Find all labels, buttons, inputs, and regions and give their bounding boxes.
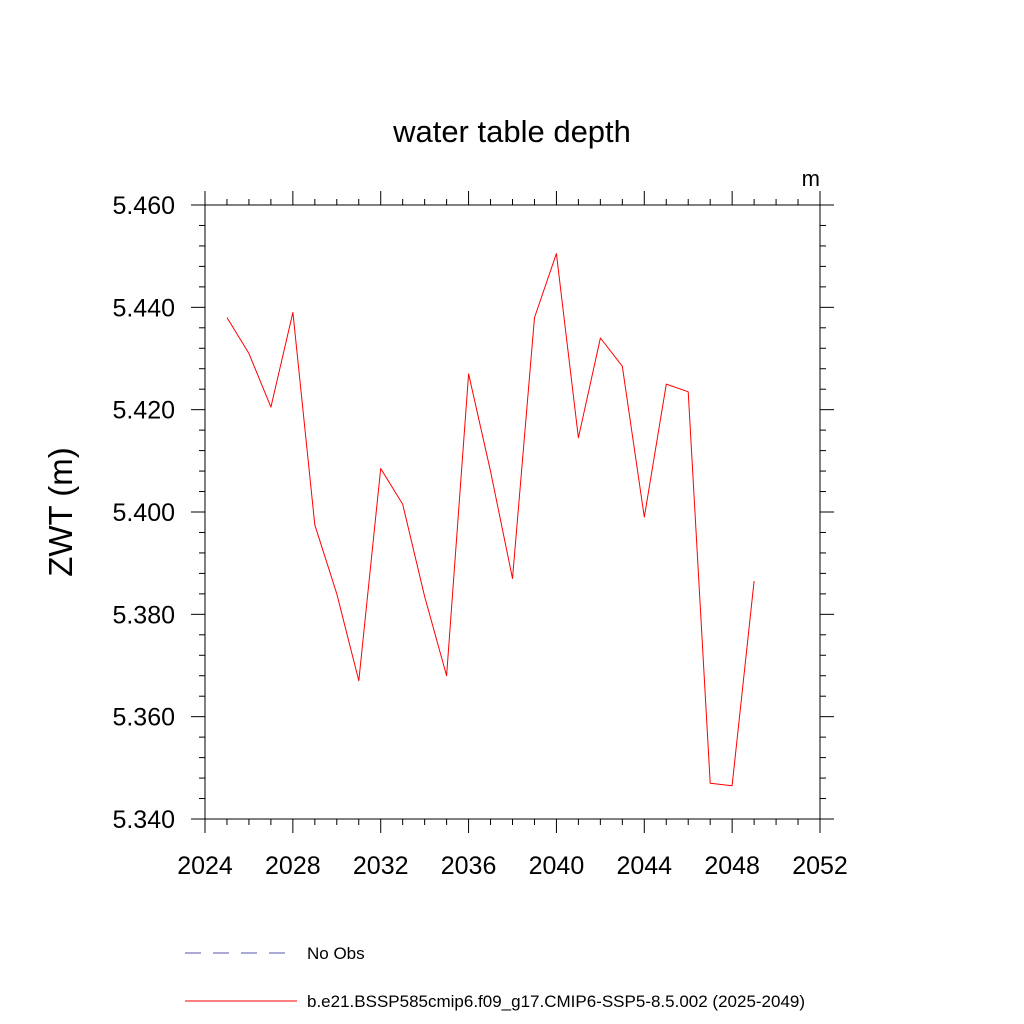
y-tick-label: 5.460 xyxy=(112,192,175,220)
x-tick-label: 2024 xyxy=(177,852,233,880)
legend-label-no-obs: No Obs xyxy=(307,944,365,963)
plot-frame xyxy=(204,204,821,820)
y-tick-label: 5.400 xyxy=(112,499,175,527)
legend: No Obs b.e21.BSSP585cmip6.f09_g17.CMIP6-… xyxy=(185,944,805,1011)
y-tick-label: 5.380 xyxy=(112,601,175,629)
x-tick-label: 2040 xyxy=(529,852,585,880)
units-label: m xyxy=(802,166,820,191)
y-axis-label: ZWT (m) xyxy=(42,447,79,577)
y-tick-label: 5.440 xyxy=(112,294,175,322)
series-line xyxy=(226,253,755,787)
y-tick-label: 5.420 xyxy=(112,397,175,425)
series-layer xyxy=(226,253,755,787)
axis-ticks: 2024 2028 2032 2036 2040 2044 2048 2052 5.340 5.3… xyxy=(112,191,848,880)
legend-label-model: b.e21.BSSP585cmip6.f09_g17.CMIP6-SSP5-8.… xyxy=(307,992,805,1011)
x-tick-label: 2048 xyxy=(704,852,760,880)
x-tick-label: 2028 xyxy=(265,852,321,880)
y-tick-label: 5.340 xyxy=(112,806,175,834)
chart-title: water table depth xyxy=(392,114,631,149)
x-tick-label: 2052 xyxy=(792,852,848,880)
x-tick-label: 2044 xyxy=(616,852,672,880)
y-tick-label: 5.360 xyxy=(112,704,175,732)
x-tick-label: 2036 xyxy=(441,852,497,880)
x-tick-label: 2032 xyxy=(353,852,409,880)
